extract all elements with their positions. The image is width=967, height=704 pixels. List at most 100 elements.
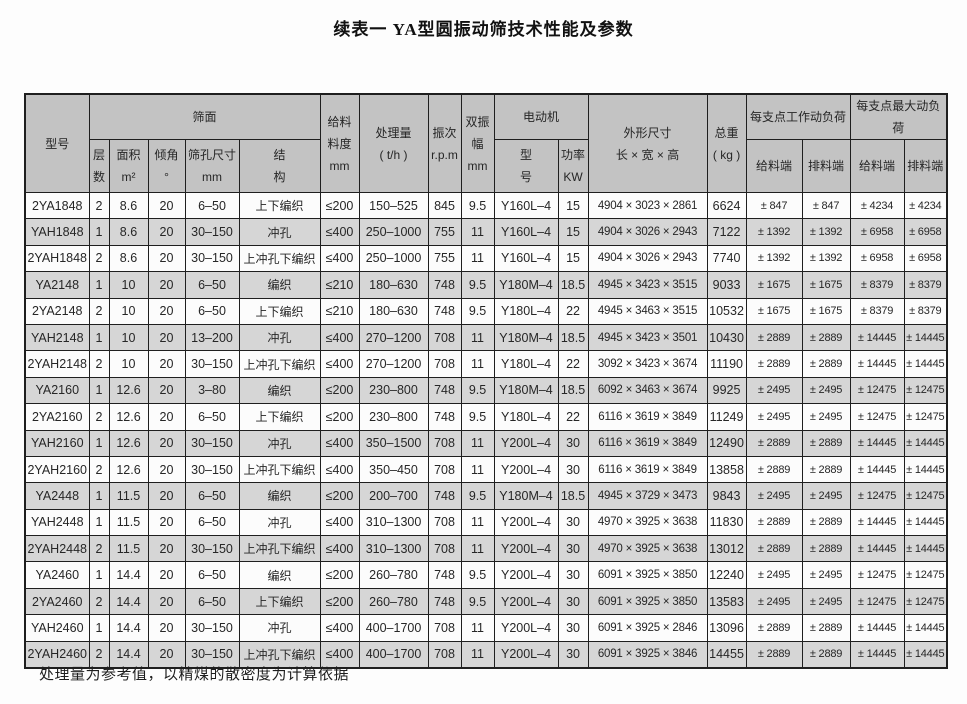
table-cell: 6–50 xyxy=(184,587,240,616)
model-cell: 2YAH2160 xyxy=(24,455,90,484)
table-cell: 9843 xyxy=(706,482,747,510)
table-cell: ± 1392 xyxy=(745,218,803,246)
table-row: YA2448 1 11.5 20 6–50 编织 ≤200 200–700 748 9.5 Y180… xyxy=(24,482,948,510)
col-header-motor-power: 功率 KW xyxy=(557,139,589,193)
table-cell: 1 xyxy=(88,614,110,642)
table-cell: ± 2889 xyxy=(745,614,803,642)
table-cell: 18.5 xyxy=(557,376,589,405)
table-cell: 708 xyxy=(427,508,462,537)
table-row: YA2160 1 12.6 20 3–80 编织 ≤200 230–800 748 9.5 Y180… xyxy=(24,376,948,405)
table-cell: 11.5 xyxy=(108,482,149,510)
table-cell: 上冲孔下编织 xyxy=(238,535,321,563)
table-cell: 30 xyxy=(557,640,589,669)
table-cell: 20 xyxy=(147,403,186,431)
table-cell: 9.5 xyxy=(460,561,495,589)
table-cell: 15 xyxy=(557,244,589,273)
col-header-mesh-size: 筛孔尺寸 mm xyxy=(184,139,240,193)
model-cell: YA2460 xyxy=(24,561,90,589)
table-cell: ± 12475 xyxy=(903,587,948,616)
model-cell: 2YA2460 xyxy=(24,587,90,616)
table-row: 2YA1848 2 8.6 20 6–50 上下编织 ≤200 150–525 845 9.5 Y1… xyxy=(24,191,948,220)
table-cell: 30 xyxy=(557,587,589,616)
model-cell: YA2448 xyxy=(24,482,90,510)
table-cell: 20 xyxy=(147,429,186,457)
table-cell: ± 2889 xyxy=(801,508,851,537)
col-header-max-feed-end: 给料端 xyxy=(849,139,905,193)
table-cell: Y200L–4 xyxy=(493,429,559,457)
table-cell: 10532 xyxy=(706,297,747,325)
table-cell: 18.5 xyxy=(557,482,589,510)
table-cell: ± 12475 xyxy=(903,376,948,405)
table-cell: 6116 × 3619 × 3849 xyxy=(587,455,708,484)
table-cell: 11 xyxy=(460,640,495,669)
table-cell: 10430 xyxy=(706,323,747,352)
table-cell: 13858 xyxy=(706,455,747,484)
table-cell: Y180M–4 xyxy=(493,323,559,352)
table-cell: 20 xyxy=(147,297,186,325)
table-cell: 748 xyxy=(427,376,462,405)
table-cell: 9.5 xyxy=(460,482,495,510)
table-cell: 11 xyxy=(460,323,495,352)
table-row: 2YAH2460 2 14.4 20 30–150 上冲孔下编织 ≤400 400–1700 7… xyxy=(24,640,948,669)
table-cell: 4970 × 3925 × 3638 xyxy=(587,535,708,563)
table-cell: 2 xyxy=(88,587,110,616)
table-cell: 12490 xyxy=(706,429,747,457)
table-cell: Y200L–4 xyxy=(493,614,559,642)
table-cell: ± 2889 xyxy=(745,535,803,563)
table-cell: 30 xyxy=(557,614,589,642)
table-cell: ± 14445 xyxy=(849,535,905,563)
table-cell: ≤210 xyxy=(319,297,360,325)
table-cell: ± 1675 xyxy=(745,297,803,325)
table-cell: ± 14445 xyxy=(903,508,948,537)
table-cell: 4945 × 3729 × 3473 xyxy=(587,482,708,510)
table-cell: 260–780 xyxy=(358,587,429,616)
table-cell: 6092 × 3463 × 3674 xyxy=(587,376,708,405)
table-cell: 6–50 xyxy=(184,482,240,510)
table-cell: 20 xyxy=(147,350,186,378)
table-cell: 30–150 xyxy=(184,350,240,378)
table-cell: ≤400 xyxy=(319,614,360,642)
table-cell: 20 xyxy=(147,587,186,616)
col-header-feed-size: 给料 料度 mm xyxy=(319,93,360,193)
col-header-weight: 总重 ( kg ) xyxy=(706,93,747,193)
table-cell: 20 xyxy=(147,376,186,405)
table-cell: 708 xyxy=(427,455,462,484)
table-row: 2YA2460 2 14.4 20 6–50 上下编织 ≤200 260–780 748 9.5 Y… xyxy=(24,587,948,616)
table-cell: 4904 × 3023 × 2861 xyxy=(587,191,708,220)
col-header-motor-model: 型 号 xyxy=(493,139,559,193)
table-cell: 250–1000 xyxy=(358,218,429,246)
table-cell: ± 1392 xyxy=(801,244,851,273)
table-cell: 22 xyxy=(557,297,589,325)
table-cell: 冲孔 xyxy=(238,323,321,352)
table-cell: ≤200 xyxy=(319,403,360,431)
table-cell: ± 2495 xyxy=(745,561,803,589)
table-cell: 748 xyxy=(427,587,462,616)
table-cell: Y180L–4 xyxy=(493,297,559,325)
col-header-working-load-group: 每支点工作动负荷 xyxy=(745,93,851,140)
col-header-working-discharge-end: 排料端 xyxy=(801,139,851,193)
table-cell: 14455 xyxy=(706,640,747,669)
table-cell: 13012 xyxy=(706,535,747,563)
table-cell: 180–630 xyxy=(358,297,429,325)
table-cell: ± 14445 xyxy=(903,323,948,352)
table-cell: 30 xyxy=(557,535,589,563)
table-cell: ± 1392 xyxy=(745,244,803,273)
table-cell: 310–1300 xyxy=(358,508,429,537)
table-cell: 9.5 xyxy=(460,191,495,220)
table-cell: 13–200 xyxy=(184,323,240,352)
table-cell: ± 1675 xyxy=(745,271,803,299)
table-cell: 30–150 xyxy=(184,614,240,642)
table-cell: 6–50 xyxy=(184,561,240,589)
table-cell: ≤200 xyxy=(319,191,360,220)
header-row-groups: 型号 筛面 给料 料度 mm 处理量 ( t/h ) 振次 r.p.m 双振 幅… xyxy=(24,93,948,193)
table-cell: 20 xyxy=(147,191,186,220)
table-cell: ± 6958 xyxy=(849,244,905,273)
col-header-frequency: 振次 r.p.m xyxy=(427,93,462,193)
table-cell: 3–80 xyxy=(184,376,240,405)
table-cell: 12.6 xyxy=(108,403,149,431)
table-cell: Y160L–4 xyxy=(493,218,559,246)
table-cell: 1 xyxy=(88,323,110,352)
model-cell: YAH2148 xyxy=(24,323,90,352)
table-cell: ± 1392 xyxy=(801,218,851,246)
model-cell: 2YA2160 xyxy=(24,403,90,431)
